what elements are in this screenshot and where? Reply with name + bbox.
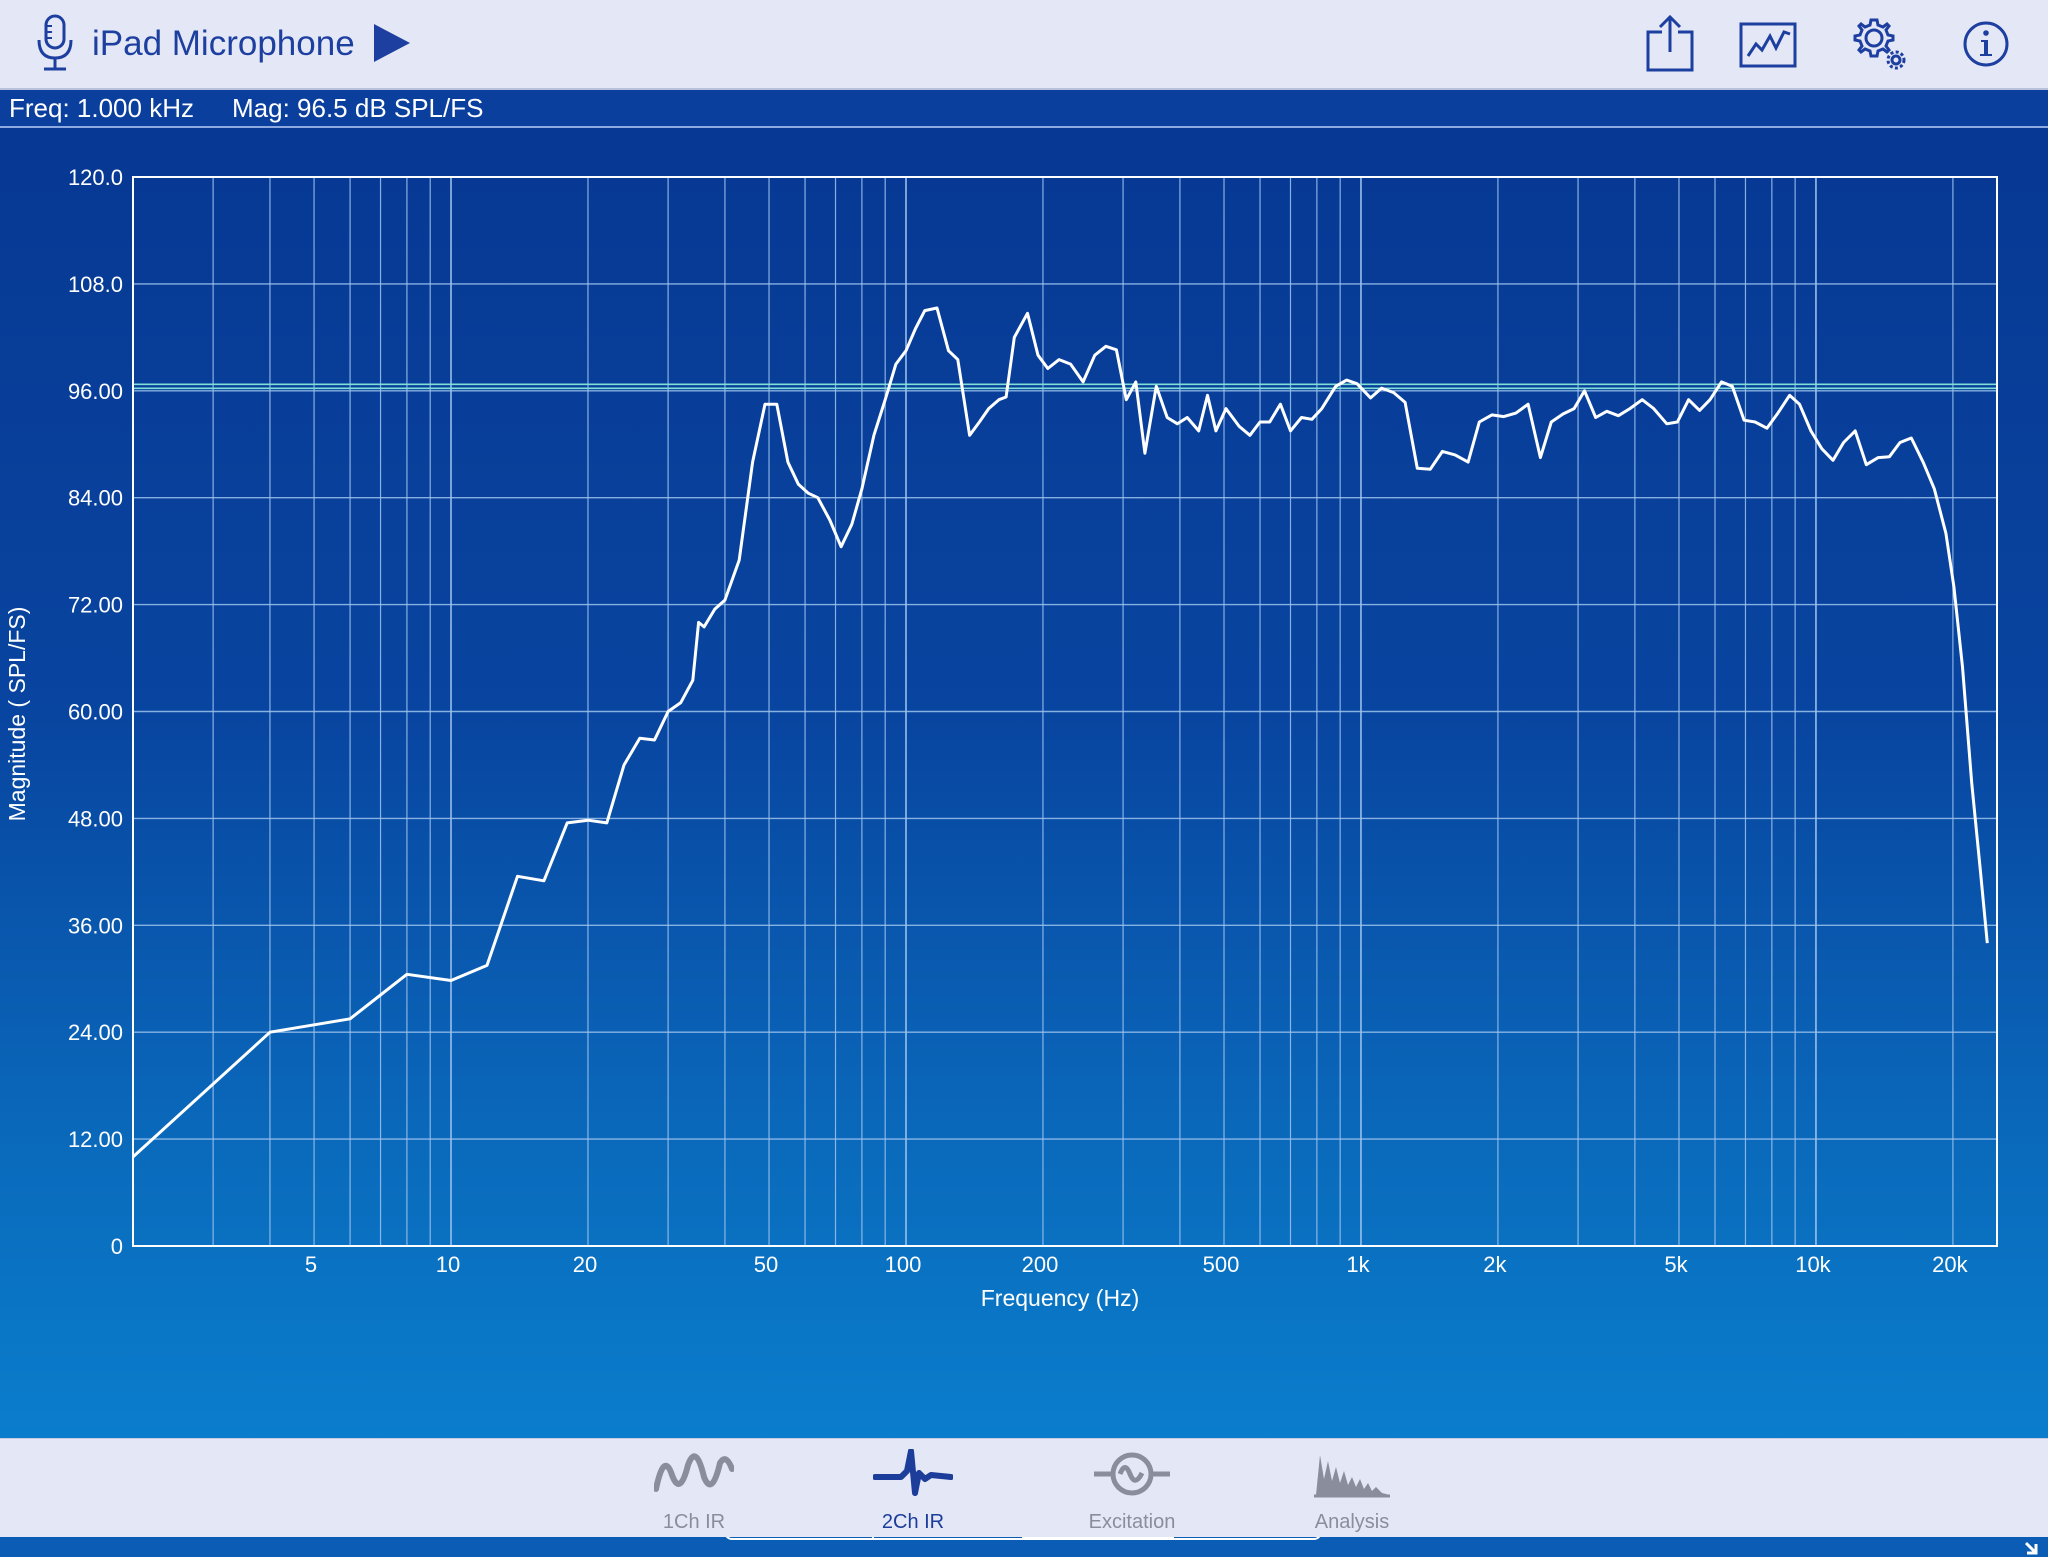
- x-axis-label: Frequency (Hz): [981, 1285, 1139, 1311]
- y-tick-labels: 0 12.00 24.00 36.00 48.00 60.00 72.00 84.00 96.0…: [68, 165, 123, 1259]
- y-tick-label: 60.00: [68, 700, 123, 725]
- x-tick-label: 5: [305, 1252, 317, 1277]
- trace-layer: [131, 306, 1989, 1159]
- magnitude-readout: Mag: 96.5 dB SPL/FS: [232, 93, 484, 123]
- plot-border: [132, 176, 1998, 1247]
- tab-label: 2Ch IR: [881, 1511, 945, 1533]
- input-source-title[interactable]: iPad Microphone: [92, 24, 355, 63]
- sine-generator-icon: [1094, 1452, 1170, 1496]
- impulse-wave-icon: [654, 1453, 734, 1492]
- share-icon[interactable]: [1640, 14, 1700, 74]
- impulse-spike-icon: [873, 1449, 953, 1496]
- x-tick-label: 200: [1022, 1252, 1059, 1277]
- x-tick-label: 1k: [1346, 1252, 1370, 1277]
- x-tick-label: 2k: [1483, 1252, 1507, 1277]
- frequency-readout: Freq: 1.000 kHz: [9, 93, 194, 123]
- y-tick-label: 12.00: [68, 1127, 123, 1152]
- y-tick-label: 0: [111, 1234, 123, 1259]
- y-tick-label: 36.00: [68, 913, 123, 938]
- decay-spectrum-icon: [1314, 1455, 1390, 1498]
- grid-lines: [133, 177, 1997, 1246]
- cursor-readout-bar: Freq: 1.000 kHz Mag: 96.5 dB SPL/FS: [0, 90, 2048, 128]
- tab-label: 1Ch IR: [662, 1511, 726, 1533]
- y-axis-label: Magnitude ( SPL/FS): [4, 607, 30, 822]
- gear-icon[interactable]: [1850, 14, 1910, 74]
- y-tick-label: 96.00: [68, 379, 123, 404]
- y-tick-label: 48.00: [68, 806, 123, 831]
- cursor-layer: [133, 383, 1997, 390]
- y-tick-label: 120.0: [68, 165, 123, 190]
- fr-magnitude-trace: [131, 306, 1989, 1159]
- chart-svg[interactable]: 0 12.00 24.00 36.00 48.00 60.00 72.00 84.00 96.0…: [0, 128, 2048, 1438]
- bottom-tab-bar: 1Ch IR 2Ch IR Excitation Analysis: [0, 1438, 2048, 1537]
- x-tick-label: 5k: [1664, 1252, 1688, 1277]
- x-tick-label: 10k: [1795, 1252, 1831, 1277]
- x-tick-label: 20: [573, 1252, 597, 1277]
- microphone-icon[interactable]: [34, 14, 76, 72]
- y-tick-label: 72.00: [68, 593, 123, 618]
- tab-1ch-ir[interactable]: 1Ch IR: [614, 1439, 774, 1537]
- x-tick-label: 10: [436, 1252, 460, 1277]
- tab-analysis[interactable]: Analysis: [1272, 1439, 1432, 1537]
- y-tick-label: 84.00: [68, 486, 123, 511]
- tab-excitation[interactable]: Excitation: [1052, 1439, 1212, 1537]
- top-toolbar: iPad Microphone: [0, 0, 2048, 90]
- tab-label: Analysis: [1314, 1511, 1390, 1533]
- y-tick-label: 24.00: [68, 1020, 123, 1045]
- frequency-response-chart[interactable]: 0 12.00 24.00 36.00 48.00 60.00 72.00 84.00 96.0…: [0, 128, 2048, 1555]
- chart-icon[interactable]: [1738, 14, 1798, 74]
- tab-label: Excitation: [1088, 1511, 1176, 1533]
- x-tick-label: 100: [885, 1252, 922, 1277]
- x-tick-label: 50: [754, 1252, 778, 1277]
- y-tick-label: 108.0: [68, 272, 123, 297]
- x-tick-label: 20k: [1932, 1252, 1968, 1277]
- tab-2ch-ir[interactable]: 2Ch IR: [833, 1439, 993, 1537]
- x-tick-labels: 5 10 20 50 100 200 500 1k 2k 5k 10k 20k: [305, 1252, 1969, 1277]
- play-icon[interactable]: [372, 22, 412, 64]
- info-icon[interactable]: [1956, 14, 2016, 74]
- x-tick-label: 500: [1203, 1252, 1240, 1277]
